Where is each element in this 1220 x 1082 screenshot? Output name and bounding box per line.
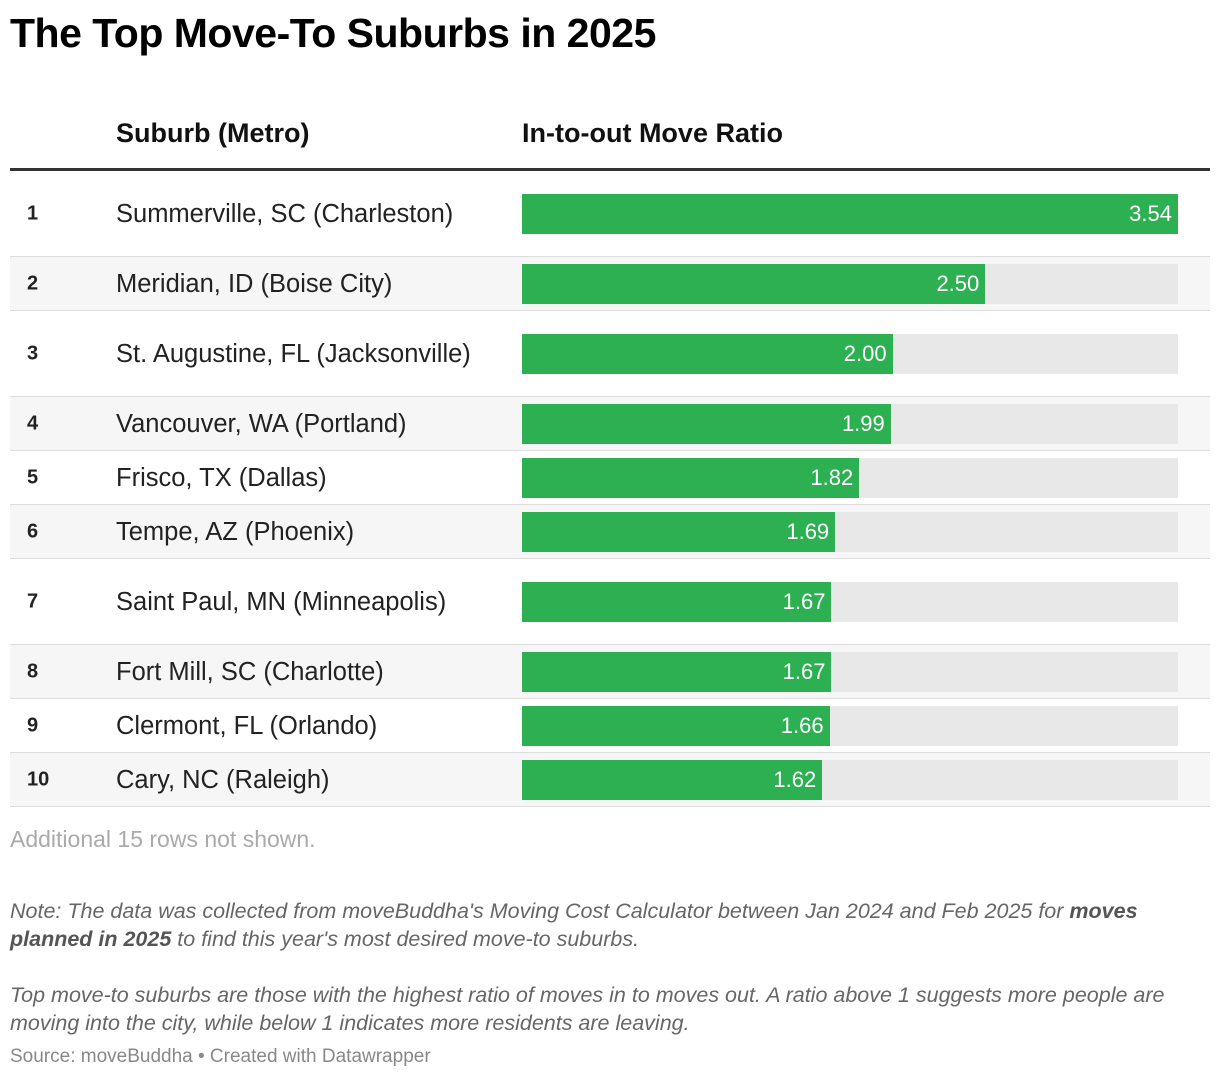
rank-cell: 6	[27, 520, 39, 543]
bar: 3.54	[522, 194, 1178, 234]
bar: 1.66	[522, 706, 830, 746]
bar: 2.50	[522, 264, 986, 304]
bar-track: 3.54	[522, 194, 1178, 234]
rank-cell: 2	[27, 272, 39, 295]
bar: 1.67	[522, 582, 832, 622]
rank-cell: 10	[27, 768, 50, 791]
rank-cell: 8	[27, 660, 39, 683]
table-row: 3 St. Augustine, FL (Jacksonville) 2.00	[10, 311, 1210, 397]
bar: 2.00	[522, 334, 893, 374]
suburb-cell: Frisco, TX (Dallas)	[116, 464, 327, 492]
suburb-cell: St. Augustine, FL (Jacksonville)	[116, 340, 471, 368]
bar-value-label: 2.50	[936, 271, 980, 296]
bar: 1.69	[522, 512, 836, 552]
table-row: 7 Saint Paul, MN (Minneapolis) 1.67	[10, 559, 1210, 645]
rank-cell: 3	[27, 342, 39, 365]
bar-value-label: 1.67	[782, 589, 826, 614]
bar-value-label: 1.62	[773, 767, 817, 792]
bar-value-label: 2.00	[843, 341, 887, 366]
bar-value-label: 1.99	[841, 411, 885, 436]
suburb-cell: Clermont, FL (Orlando)	[116, 712, 378, 740]
table-row: 9 Clermont, FL (Orlando) 1.66	[10, 699, 1210, 753]
bar-track: 2.50	[522, 264, 1178, 304]
table-row: 4 Vancouver, WA (Portland) 1.99	[10, 397, 1210, 451]
table-row: 6 Tempe, AZ (Phoenix) 1.69	[10, 505, 1210, 559]
suburb-cell: Summerville, SC (Charleston)	[116, 200, 454, 228]
suburb-cell: Tempe, AZ (Phoenix)	[116, 518, 355, 546]
chart-title: The Top Move-To Suburbs in 2025	[10, 10, 656, 56]
bar-value-label: 1.66	[780, 713, 824, 738]
column-header-suburb[interactable]: Suburb (Metro)	[116, 118, 310, 148]
note-bold-text: moves planned in 2025	[10, 899, 1138, 951]
bar-value-label: 1.69	[786, 519, 830, 544]
table-row: 10 Cary, NC (Raleigh) 1.62	[10, 753, 1210, 807]
suburb-cell: Cary, NC (Raleigh)	[116, 766, 330, 794]
note-text-2: to find this year's most desired move-to…	[171, 927, 640, 951]
bar-track: 2.00	[522, 334, 1178, 374]
rank-cell: 9	[27, 714, 39, 737]
rank-cell: 5	[27, 466, 39, 489]
suburb-cell: Fort Mill, SC (Charlotte)	[116, 658, 384, 686]
bar: 1.99	[522, 404, 891, 444]
suburb-cell: Vancouver, WA (Portland)	[116, 410, 407, 438]
bar-value-label: 3.54	[1129, 201, 1172, 226]
bar-track: 1.69	[522, 512, 1178, 552]
note-paragraph-1: Note: The data was collected from moveBu…	[10, 897, 1200, 953]
bar: 1.82	[522, 458, 860, 498]
bar: 1.67	[522, 652, 832, 692]
rows-not-shown-note: Additional 15 rows not shown.	[10, 826, 316, 852]
rank-cell: 4	[27, 412, 39, 435]
bar-value-label: 1.67	[782, 659, 826, 684]
bar-track: 1.67	[522, 582, 1178, 622]
suburb-cell: Saint Paul, MN (Minneapolis)	[116, 588, 447, 616]
table-row: 5 Frisco, TX (Dallas) 1.82	[10, 451, 1210, 505]
table-row: 2 Meridian, ID (Boise City) 2.50	[10, 257, 1210, 311]
note-text-1: Note: The data was collected from moveBu…	[10, 899, 1070, 923]
rank-cell: 1	[27, 202, 39, 225]
bar-track: 1.66	[522, 706, 1178, 746]
table-row: 1 Summerville, SC (Charleston) 3.54	[10, 171, 1210, 257]
column-header-ratio[interactable]: In-to-out Move Ratio	[522, 118, 783, 148]
bar-track: 1.99	[522, 404, 1178, 444]
bar-track: 1.82	[522, 458, 1178, 498]
bar-value-label: 1.82	[810, 465, 854, 490]
suburb-cell: Meridian, ID (Boise City)	[116, 270, 393, 298]
table-header: Suburb (Metro) In-to-out Move Ratio	[10, 108, 1210, 171]
bar-track: 1.67	[522, 652, 1178, 692]
note-paragraph-2: Top move-to suburbs are those with the h…	[10, 983, 1165, 1035]
bar-track: 1.62	[522, 760, 1178, 800]
table-row: 8 Fort Mill, SC (Charlotte) 1.67	[10, 645, 1210, 699]
bar: 1.62	[522, 760, 823, 800]
source-credit: Source: moveBuddha • Created with Datawr…	[10, 1046, 431, 1067]
rank-cell: 7	[27, 590, 39, 613]
